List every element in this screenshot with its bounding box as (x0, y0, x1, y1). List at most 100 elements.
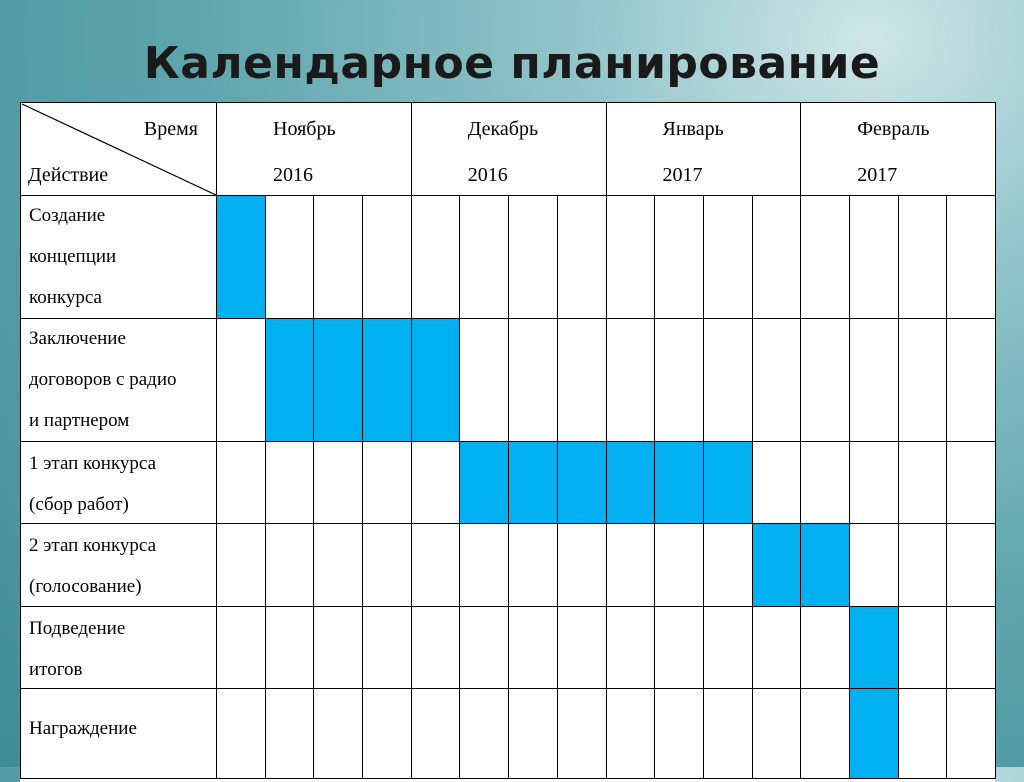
gantt-empty-cell (800, 318, 850, 442)
gantt-empty-cell (362, 441, 412, 524)
gantt-empty-cell (459, 318, 510, 442)
gantt-empty-cell (313, 523, 364, 607)
gantt-empty-cell (946, 318, 996, 442)
gantt-empty-cell (946, 688, 996, 779)
task-name-line: 2 этап конкурса (29, 535, 157, 556)
gantt-empty-cell (751, 441, 802, 524)
gantt-empty-cell (702, 195, 753, 319)
task-name-line: (голосование) (29, 576, 142, 597)
gantt-bar-cell (751, 523, 802, 607)
gantt-bar-cell (605, 441, 656, 524)
gantt-empty-cell (702, 523, 753, 607)
gantt-empty-cell (946, 523, 996, 607)
gantt-empty-cell (848, 441, 899, 524)
task-name-line: Заключение (29, 328, 126, 349)
gantt-table: Время Действие Ноябрь 2016 Декабрь 2016 Январь… (20, 102, 996, 782)
task-name-line: Награждение (29, 718, 137, 739)
gantt-empty-cell (605, 523, 656, 607)
action-label: Действие (28, 164, 109, 186)
gantt-empty-cell (556, 318, 607, 442)
month-header (605, 102, 802, 196)
month-name: Декабрь (467, 118, 539, 140)
gantt-empty-cell (800, 606, 850, 689)
time-label: Время (143, 118, 198, 140)
gantt-empty-cell (508, 523, 558, 607)
gantt-empty-cell (897, 523, 948, 607)
gantt-empty-cell (313, 195, 364, 319)
gantt-empty-cell (508, 195, 558, 319)
gantt-empty-cell (313, 441, 364, 524)
gantt-empty-cell (216, 606, 266, 689)
gantt-empty-cell (897, 688, 948, 779)
task-name-line: 1 этап конкурса (29, 453, 157, 474)
gantt-empty-cell (702, 688, 753, 779)
gantt-empty-cell (459, 688, 510, 779)
gantt-empty-cell (800, 441, 850, 524)
gantt-empty-cell (654, 195, 704, 319)
gantt-empty-cell (751, 318, 802, 442)
month-name: Январь (662, 118, 724, 140)
gantt-empty-cell (556, 688, 607, 779)
gantt-bar-cell (800, 523, 850, 607)
month-header (410, 102, 607, 196)
gantt-empty-cell (508, 688, 558, 779)
gantt-bar-cell (702, 441, 753, 524)
gantt-empty-cell (605, 688, 656, 779)
gantt-empty-cell (410, 441, 461, 524)
task-name-line: договоров с радио (29, 369, 177, 390)
gantt-empty-cell (216, 523, 266, 607)
gantt-empty-cell (216, 688, 266, 779)
gantt-bar-cell (459, 441, 510, 524)
task-name-line: Создание (29, 205, 106, 226)
gantt-empty-cell (264, 688, 315, 779)
gantt-empty-cell (800, 195, 850, 319)
gantt-empty-cell (459, 606, 510, 689)
month-year: 2016 (467, 164, 508, 186)
gantt-empty-cell (848, 318, 899, 442)
gantt-empty-cell (654, 688, 704, 779)
task-name-line: Подведение (29, 618, 126, 639)
month-year: 2016 (273, 164, 313, 186)
gantt-empty-cell (946, 441, 996, 524)
gantt-bar-cell (313, 318, 364, 442)
gantt-empty-cell (654, 523, 704, 607)
gantt-empty-cell (362, 606, 412, 689)
gantt-empty-cell (800, 688, 850, 779)
gantt-empty-cell (702, 318, 753, 442)
gantt-empty-cell (216, 441, 266, 524)
diagonal-divider (21, 103, 216, 195)
month-name: Ноябрь (273, 118, 336, 140)
gantt-empty-cell (216, 318, 266, 442)
gantt-empty-cell (605, 195, 656, 319)
task-name-line: концепции (29, 246, 117, 267)
gantt-empty-cell (848, 523, 899, 607)
gantt-empty-cell (362, 523, 412, 607)
gantt-empty-cell (264, 606, 315, 689)
gantt-empty-cell (313, 688, 364, 779)
gantt-empty-cell (556, 606, 607, 689)
gantt-empty-cell (605, 318, 656, 442)
gantt-empty-cell (605, 606, 656, 689)
gantt-empty-cell (654, 318, 704, 442)
page-title: Календарное планирование (143, 38, 881, 89)
gantt-empty-cell (459, 523, 510, 607)
gantt-empty-cell (410, 195, 461, 319)
task-name-line: конкурса (29, 287, 102, 308)
gantt-empty-cell (751, 195, 802, 319)
gantt-bar-cell (508, 441, 558, 524)
month-year: 2017 (857, 164, 898, 186)
gantt-empty-cell (702, 606, 753, 689)
gantt-empty-cell (410, 606, 461, 689)
gantt-bar-cell (362, 318, 412, 442)
gantt-empty-cell (508, 606, 558, 689)
gantt-bar-cell (216, 195, 266, 319)
gantt-empty-cell (556, 523, 607, 607)
gantt-empty-cell (946, 606, 996, 689)
gantt-empty-cell (459, 195, 510, 319)
month-header (800, 102, 996, 196)
gantt-empty-cell (410, 523, 461, 607)
task-name-line: (сбор работ) (29, 494, 129, 515)
gantt-empty-cell (897, 195, 948, 319)
gantt-empty-cell (362, 688, 412, 779)
gantt-bar-cell (556, 441, 607, 524)
